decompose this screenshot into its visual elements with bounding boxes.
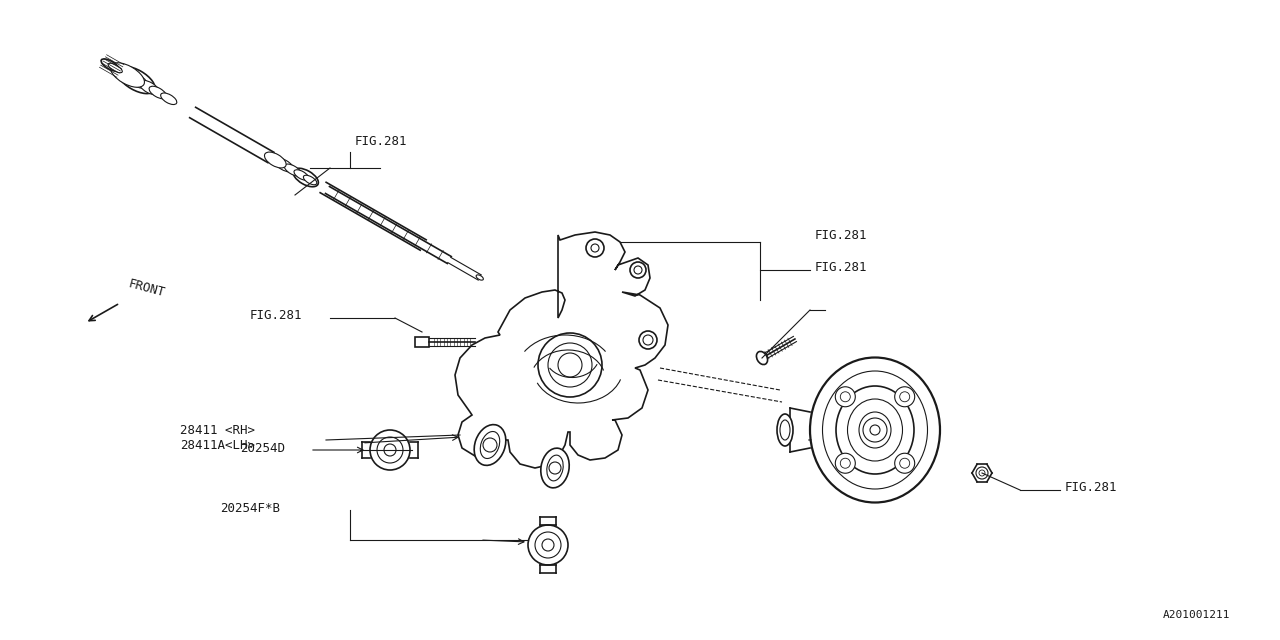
Circle shape [370, 430, 410, 470]
Circle shape [977, 467, 988, 479]
FancyBboxPatch shape [415, 337, 429, 347]
Ellipse shape [108, 63, 123, 73]
Text: FIG.281: FIG.281 [1065, 481, 1117, 493]
Circle shape [840, 392, 850, 402]
Ellipse shape [148, 86, 166, 99]
Text: FIG.281: FIG.281 [355, 135, 407, 148]
Circle shape [549, 462, 561, 474]
Circle shape [900, 392, 910, 402]
Circle shape [895, 453, 915, 473]
Text: FIG.281: FIG.281 [250, 308, 302, 321]
Circle shape [643, 335, 653, 345]
Circle shape [840, 458, 850, 468]
Ellipse shape [303, 175, 317, 185]
Text: A201001211: A201001211 [1162, 610, 1230, 620]
Circle shape [639, 331, 657, 349]
Ellipse shape [756, 351, 768, 365]
Circle shape [535, 532, 561, 558]
Circle shape [378, 437, 403, 463]
Ellipse shape [777, 414, 794, 446]
Ellipse shape [780, 420, 790, 440]
Text: 20254F*B: 20254F*B [220, 502, 280, 515]
Circle shape [483, 438, 497, 452]
Circle shape [384, 444, 396, 456]
Circle shape [630, 262, 646, 278]
Ellipse shape [118, 67, 155, 93]
Polygon shape [454, 232, 668, 468]
Text: FIG.281: FIG.281 [815, 228, 868, 241]
Ellipse shape [859, 412, 891, 448]
Text: FRONT: FRONT [127, 278, 166, 300]
Ellipse shape [110, 63, 145, 87]
Text: 20254D: 20254D [241, 442, 285, 454]
Ellipse shape [540, 448, 570, 488]
Ellipse shape [823, 371, 928, 489]
Circle shape [538, 333, 602, 397]
Ellipse shape [161, 93, 177, 104]
Ellipse shape [847, 399, 902, 461]
Ellipse shape [474, 424, 506, 465]
Circle shape [836, 387, 855, 407]
Text: 28411 <RH>: 28411 <RH> [180, 424, 255, 436]
Ellipse shape [140, 80, 159, 95]
Ellipse shape [547, 455, 563, 481]
Ellipse shape [265, 152, 287, 168]
Circle shape [591, 244, 599, 252]
Ellipse shape [284, 164, 301, 176]
Circle shape [558, 353, 582, 377]
Circle shape [529, 525, 568, 565]
Circle shape [895, 387, 915, 407]
Text: 28411A<LH>: 28411A<LH> [180, 438, 255, 451]
Ellipse shape [124, 72, 147, 88]
Ellipse shape [836, 386, 914, 474]
Circle shape [870, 425, 881, 435]
Circle shape [541, 539, 554, 551]
Ellipse shape [480, 431, 499, 458]
Ellipse shape [274, 158, 294, 172]
Circle shape [634, 266, 643, 274]
Circle shape [586, 239, 604, 257]
Ellipse shape [114, 65, 141, 84]
Circle shape [836, 453, 855, 473]
Ellipse shape [810, 358, 940, 502]
Ellipse shape [101, 59, 119, 71]
Circle shape [548, 343, 593, 387]
Circle shape [900, 458, 910, 468]
Circle shape [863, 418, 887, 442]
Text: FIG.281: FIG.281 [815, 260, 868, 273]
Ellipse shape [476, 275, 484, 280]
Ellipse shape [293, 168, 319, 187]
Ellipse shape [294, 170, 308, 180]
Circle shape [979, 470, 986, 476]
